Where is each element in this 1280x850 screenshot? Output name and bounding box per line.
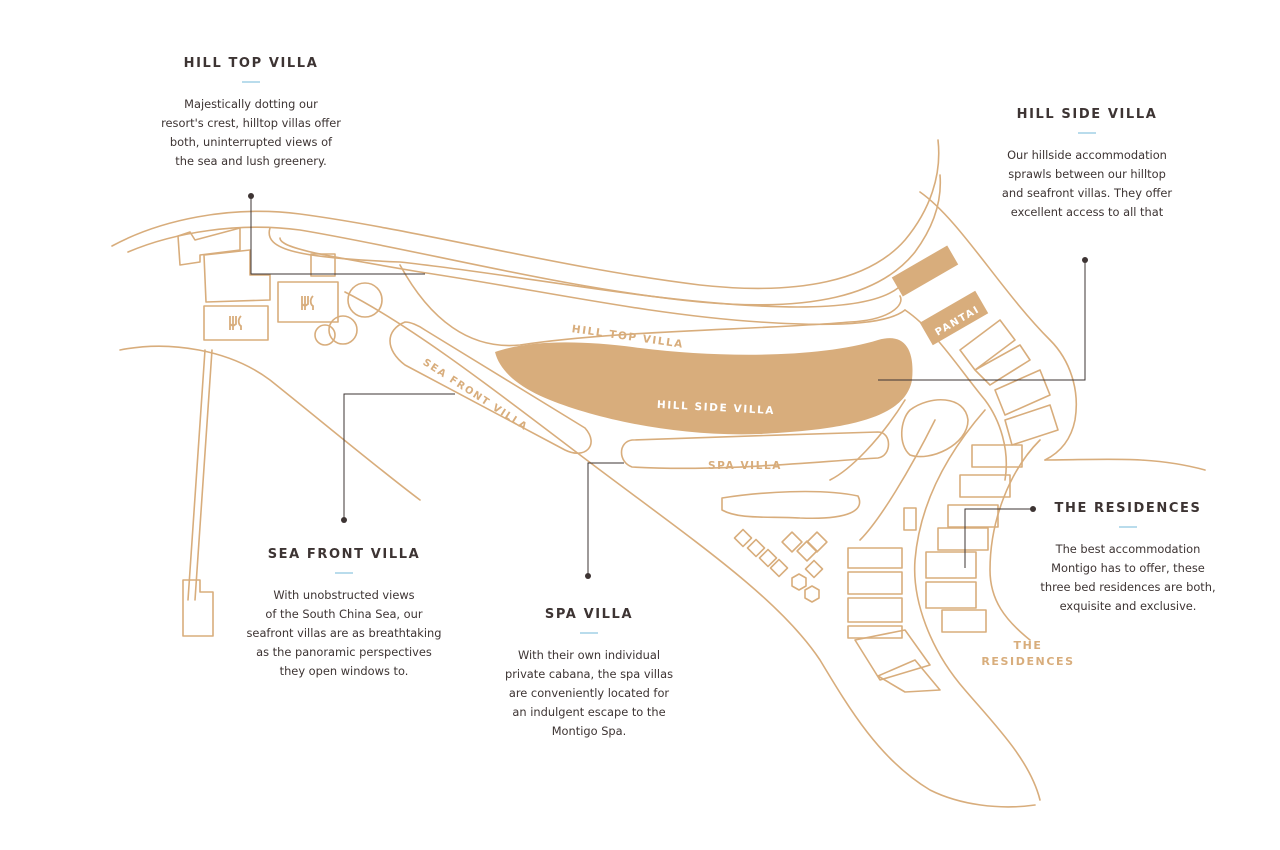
- west-building-2: [203, 249, 271, 303]
- leader-residences: [964, 508, 1033, 568]
- leader-dot-sea-front: [341, 517, 347, 523]
- pier: [187, 349, 213, 601]
- restaurant-icon: [301, 295, 314, 310]
- res-bldg-5: [959, 474, 1011, 498]
- leader-dot-hill-side: [1082, 257, 1088, 263]
- map-label-residences-2: RESIDENCES: [981, 655, 1074, 668]
- round-pool-1: [347, 282, 383, 318]
- cabana-4: [769, 558, 789, 578]
- res-road-2: [913, 409, 1041, 801]
- res-bldg-8: [925, 551, 977, 579]
- leader-dot-spa: [585, 573, 591, 579]
- reception-tag: [891, 245, 959, 297]
- res-bldg-10: [941, 609, 987, 633]
- res-bldg-7: [937, 527, 989, 551]
- round-pool-3: [314, 324, 336, 346]
- pier-end: [182, 579, 214, 637]
- callout-text: Majestically dotting our resort's crest,…: [161, 97, 341, 168]
- callout-hill-top: HILL TOP VILLA Majestically dotting our …: [150, 56, 352, 171]
- callout-text: The best accommodation Montigo has to of…: [1040, 542, 1216, 613]
- title-rule: [242, 81, 260, 83]
- callout-title: HILL TOP VILLA: [183, 56, 319, 71]
- seafront-capsule: [389, 321, 592, 455]
- callout-text: Our hillside accommodation sprawls betwe…: [1001, 148, 1173, 219]
- title-rule: [335, 572, 353, 574]
- callout-residences: THE RESIDENCES The best accommodation Mo…: [1030, 501, 1226, 616]
- leader-spa: [587, 462, 624, 576]
- title-rule: [1078, 132, 1096, 134]
- west-shore: [119, 345, 421, 501]
- cabana-hex-2: [804, 585, 820, 603]
- round-pool-2: [328, 315, 358, 345]
- spa-lower-lobe: [721, 490, 861, 520]
- callout-text: With unobstructed views of the South Chi…: [246, 588, 442, 678]
- callout-sea-front: SEA FRONT VILLA With unobstructed views …: [240, 547, 448, 681]
- west-building-3: [203, 305, 269, 341]
- callout-text: With their own individual private cabana…: [504, 648, 674, 738]
- cabana-hex-1: [791, 573, 807, 591]
- leader-hill-top: [250, 196, 425, 275]
- res-bldg-3: [1004, 404, 1059, 446]
- pantai-tag: [919, 290, 989, 346]
- south-villa-1: [847, 547, 903, 569]
- res-bldg-11: [903, 507, 917, 531]
- callout-title: SPA VILLA: [544, 607, 634, 622]
- map-label-spa: SPA VILLA: [708, 460, 782, 472]
- cabana-5: [781, 531, 803, 553]
- south-road-2: [859, 419, 936, 541]
- south-villa-6: [877, 659, 941, 693]
- south-villa-4: [847, 625, 903, 639]
- callout-spa: SPA VILLA With their own individual priv…: [488, 607, 690, 741]
- title-rule: [580, 632, 598, 634]
- leader-dot-hill-top: [248, 193, 254, 199]
- cabana-2: [746, 538, 766, 558]
- west-building-4: [277, 281, 339, 323]
- cabana-1: [733, 528, 753, 548]
- west-building-5: [310, 253, 336, 277]
- east-road-3: [1044, 458, 1206, 471]
- callout-title: SEA FRONT VILLA: [267, 547, 421, 562]
- res-bldg-1: [959, 319, 1031, 386]
- res-bldg-2: [994, 369, 1051, 416]
- hilltop-capsule: [399, 264, 902, 347]
- restaurant-icon: [229, 315, 242, 330]
- spa-capsule: [620, 431, 890, 470]
- leader-hill-side: [878, 260, 1086, 381]
- title-rule: [1119, 526, 1137, 528]
- callout-title: THE RESIDENCES: [1054, 501, 1202, 516]
- cabana-7: [806, 531, 828, 553]
- east-road-2: [904, 309, 1008, 481]
- hilltop-band-inner: [279, 237, 906, 326]
- cabana-3: [758, 548, 778, 568]
- pond: [900, 399, 969, 458]
- map-label-residences-1: THE: [1013, 639, 1042, 652]
- callout-title: HILL SIDE VILLA: [1016, 107, 1158, 122]
- south-road-1: [829, 399, 906, 481]
- west-building-1: [177, 227, 241, 266]
- south-villa-3: [847, 597, 903, 623]
- leader-sea-front: [343, 393, 455, 520]
- hillside-villa-zone: [495, 338, 913, 435]
- south-villa-2: [847, 571, 903, 595]
- cabana-8: [804, 559, 824, 579]
- res-bldg-6: [947, 504, 999, 528]
- south-shore: [344, 291, 1036, 808]
- res-bldg-4: [971, 444, 1023, 468]
- south-villa-5: [854, 629, 931, 681]
- east-road-1: [919, 191, 1078, 461]
- leader-dot-residences: [1030, 506, 1036, 512]
- hilltop-band-outer: [268, 227, 899, 308]
- callout-hill-side: HILL SIDE VILLA Our hillside accommodati…: [990, 107, 1184, 222]
- res-bldg-9: [925, 581, 977, 609]
- res-road-1: [989, 439, 1041, 641]
- main-road-outer: [111, 139, 940, 290]
